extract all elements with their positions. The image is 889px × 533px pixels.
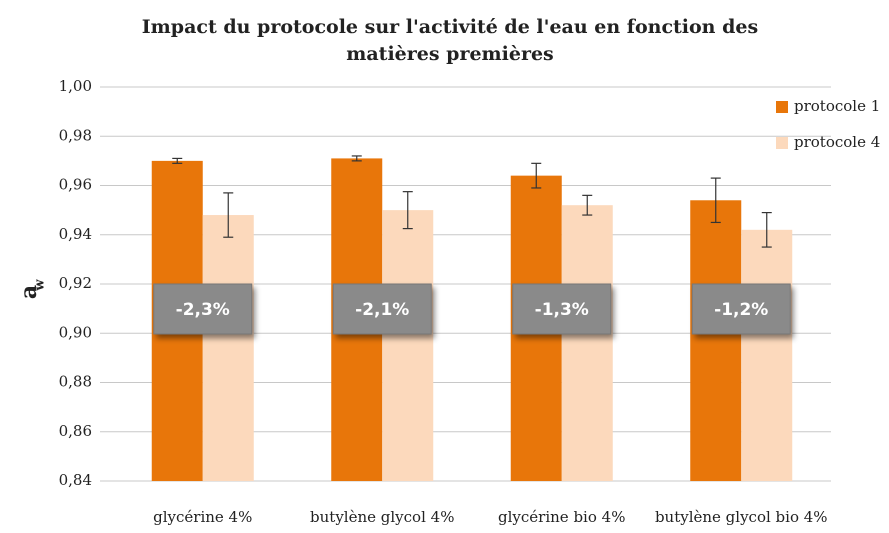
y-tick-label: 0,98 [59,126,92,144]
chart-title: Impact du protocole sur l'activité de l'… [141,16,759,65]
y-tick-label: 0,92 [59,274,92,292]
error-bar [710,177,721,224]
legend-label: protocole 4 [794,133,880,151]
error-bar [172,157,183,164]
bar [202,215,254,482]
legend-label: protocole 1 [794,97,880,115]
y-axis-label-subscript: w [33,279,48,292]
y-tick-label: 0,94 [59,225,92,243]
error-bar [582,194,593,216]
x-tick-label: glycérine 4% [153,508,252,526]
x-tick-label: glycérine bio 4% [498,508,625,526]
x-tick-label: butylène glycol 4% [310,508,454,526]
error-bar [351,155,362,162]
annotation: -1,2% [714,300,768,320]
annotation: -2,3% [176,300,230,320]
annotation-box [512,283,612,335]
y-tick-label: 0,84 [59,471,92,489]
error-bar [761,211,772,248]
annotation-box [332,283,432,335]
legend-swatch [776,101,788,113]
annotation-box [153,283,253,335]
error-bar [223,192,234,238]
y-tick-label: 0,86 [59,422,92,440]
error-bar [402,191,413,230]
bar [690,200,742,481]
annotation-box [691,283,791,335]
error-bar [531,162,542,189]
legend-swatch [776,137,788,149]
y-tick-label: 0,88 [59,373,92,391]
y-tick-label: 0,90 [59,323,92,341]
annotation: -2,1% [355,300,409,320]
x-tick-label: butylène glycol bio 4% [655,508,828,526]
annotation: -1,3% [535,300,589,320]
y-axis-label: a [16,285,42,299]
bar [741,229,793,481]
bar [561,205,613,481]
y-tick-label: 0,96 [59,176,92,194]
bar [382,210,434,481]
y-tick-label: 1,00 [59,77,92,95]
